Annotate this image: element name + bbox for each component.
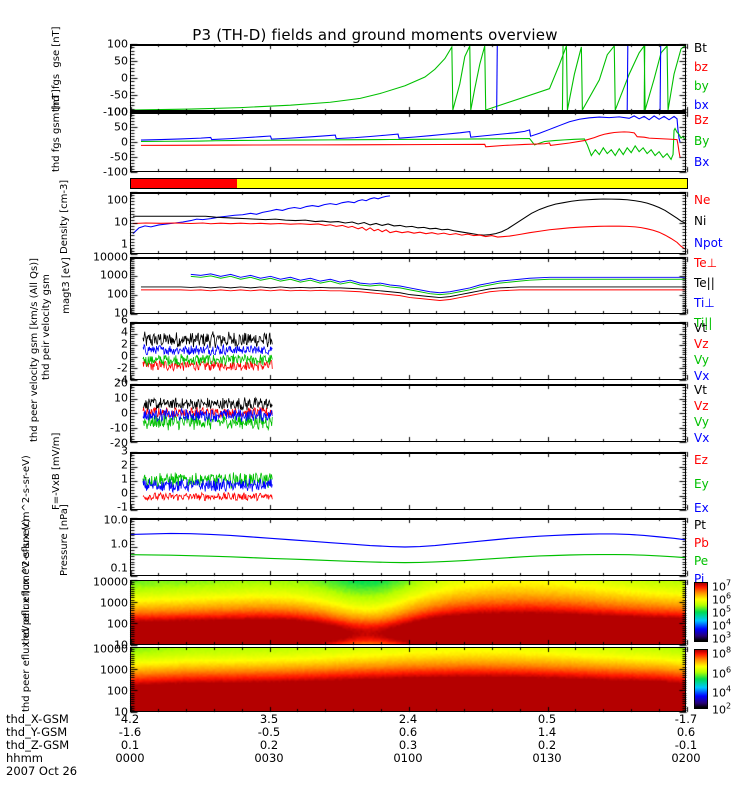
panel-fgs-gsm-yticks: 100 50 0 -50 -100 [103,105,128,179]
panel-fgs-gsm-plot [131,113,685,161]
panel-efield-yticks: 3 2 1 0 -1 [117,444,128,514]
panel-temperature-axis-title: magt3 [eV] [61,257,72,314]
panel-temperature-plot [131,258,685,301]
peer-eflux-spectrogram [131,648,685,711]
legend-By: By [694,134,710,148]
colorbar-peer-tick-2: 104 [712,684,732,700]
xtick-0-z: 0.1 [120,738,140,752]
xtick-2-y: 0.6 [398,725,418,739]
panel-fgs-gse [130,44,686,112]
xtick-3-y: 1.4 [537,725,557,739]
legend-Pe: Pe [694,554,709,568]
xtick-2-x: 2.4 [398,712,418,726]
panel-fgs-gse-plot [131,45,685,111]
xtick-0-y: -1.6 [118,725,142,739]
row-label-time: hhmm [6,751,43,765]
row-label-y: thd_Y-GSM [6,725,68,739]
legend-Vy-peir: Vy [694,353,709,367]
legend-Ni: Ni [694,214,707,228]
legend-by: by [694,79,709,93]
panel-efield-plot [131,453,685,502]
row-label-z: thd_Z-GSM [6,738,70,752]
xtick-2-time: 0100 [393,751,423,765]
legend-Vz-peer: Vz [694,399,709,413]
date-label: 2007 Oct 26 [6,764,78,778]
xtick-1-x: 3.5 [259,712,279,726]
colorbar-peer-tick-0: 108 [712,645,732,661]
legend-Teperp: Te⊥ [694,256,718,270]
panel-density-axis-title: Density [cm-3] [59,179,70,254]
panel-peir-velocity-axis-title: thd peir velocity gsm [41,274,52,380]
colorbar-peir-tick-4: 103 [712,630,732,646]
xtick-3-x: 0.5 [537,712,557,726]
legend-Tepar: Te|| [694,276,715,290]
legend-bz: bz [694,60,708,74]
panel-density-yticks: 100 10 1 [107,193,128,251]
colorbar-peir [694,582,708,642]
xtick-0-time: 0000 [115,751,145,765]
panel-peer-velocity [130,384,686,442]
panel-peir-velocity-plot [131,323,685,372]
panel-peir-eflux [130,580,686,645]
legend-Ez: Ez [694,453,708,467]
panel-peer-velocity-axis-title: thd peer velocity gsm [km/s (All Qs)] [29,257,40,442]
xtick-3-z: 0.2 [537,738,557,752]
legend-Vy-peer: Vy [694,415,709,429]
xtick-3-time: 0130 [532,751,562,765]
xtick-0-x: 4.2 [120,712,140,726]
panel-peer-eflux [130,647,686,712]
xtick-4-time: 0200 [671,751,701,765]
legend-bx: bx [694,98,709,112]
legend-Ey: Ey [694,477,709,491]
xtick-4-z: -0.1 [674,738,698,752]
xtick-1-y: -0.5 [257,725,281,739]
legend-Pb: Pb [694,536,709,550]
colorbar-peer [694,649,708,709]
panel-peir-velocity [130,322,686,380]
colorbar-peer-tick-1: 106 [712,665,732,681]
panel-pressure-plot [131,519,685,564]
panel-fgs-gse-yticks: 100 50 0 -50 -100 [103,37,128,119]
legend-Vz-peir: Vz [694,337,709,351]
xtick-4-y: 0.6 [676,725,696,739]
xtick-2-z: 0.3 [398,738,418,752]
legend-Bx: Bx [694,155,710,169]
xtick-4-x: -1.7 [674,712,698,726]
panel-peer-velocity-plot [131,385,685,432]
legend-Bt: Bt [694,41,707,55]
legend-Bz: Bz [694,113,709,127]
panel-density [130,192,686,254]
legend-Ne: Ne [694,193,711,207]
panel-fgs-gsm-axis-title: thd fgs gsm [nT] [51,89,62,172]
panel-temperature [130,257,686,314]
legend-Npot: Npot [694,236,723,250]
panel-fgs-gsm [130,112,686,172]
panel-peer-eflux-axis-title: thd peer eflux eV eflux (cm^2-s-sr-eV) [21,518,32,712]
peir-eflux-spectrogram [131,581,685,644]
xtick-1-z: 0.2 [259,738,279,752]
xtick-1-time: 0030 [254,751,284,765]
panel-peir-velocity-yticks: 6 4 2 0 -2 -4 [117,313,128,387]
panel-efield [130,452,686,510]
status-segment-red [131,179,237,188]
panel-density-plot [131,193,685,250]
panel-efield-axis-title: F=-VxB [mV/m] [51,432,62,510]
row-label-x: thd_X-GSM [6,712,69,726]
legend-Tiperp: Ti⊥ [694,296,715,310]
panel-pressure [130,518,686,576]
legend-Vx-peir: Vx [694,369,710,383]
panel-peer-velocity-yticks: 20 10 0 -10 -20 [110,376,128,450]
legend-Pt: Pt [694,518,706,532]
status-bar [130,178,688,189]
panel-peer-eflux-yticks: 10000 1000 100 10 [93,642,128,719]
legend-Vx-peer: Vx [694,431,710,445]
legend-Vt-peer: Vt [694,383,707,397]
panel-pressure-axis-title: Pressure [nPa] [59,504,70,576]
panel-pressure-yticks: 10.0 1.0 0.1 [103,513,129,575]
panel-peir-eflux-yticks: 10000 1000 100 10 [93,575,128,652]
legend-Ex: Ex [694,501,709,515]
legend-Vt-peir: Vt [694,321,707,335]
